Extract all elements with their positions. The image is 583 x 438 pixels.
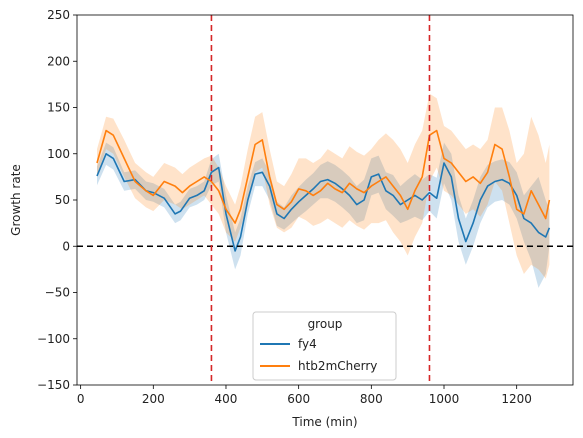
x-axis-label: Time (min) xyxy=(291,415,357,429)
y-tick-label: 200 xyxy=(47,54,70,68)
x-tick-label: 1000 xyxy=(429,392,460,406)
series-line-htb2mcherry xyxy=(96,129,551,224)
x-tick-label: 200 xyxy=(142,392,165,406)
y-axis-ticks: −150 −100 −50 0 50 100 150 200 250 xyxy=(37,8,77,392)
reference-lines xyxy=(77,15,573,385)
series-line-fy4 xyxy=(96,153,551,252)
legend-title: group xyxy=(308,317,343,331)
x-tick-label: 600 xyxy=(287,392,310,406)
x-tick-label: 0 xyxy=(77,392,85,406)
x-tick-label: 400 xyxy=(215,392,238,406)
y-tick-label: 150 xyxy=(47,101,70,115)
y-tick-label: 0 xyxy=(62,239,70,253)
x-axis-ticks: 0 200 400 600 800 1000 1200 xyxy=(77,385,532,406)
y-tick-label: 50 xyxy=(55,193,70,207)
y-tick-label: −100 xyxy=(37,332,70,346)
y-tick-label: 100 xyxy=(47,147,70,161)
legend-label-fy4: fy4 xyxy=(298,337,317,351)
legend-label-htb2mcherry: htb2mCherry xyxy=(298,359,377,373)
band-fy4 xyxy=(97,142,550,288)
y-tick-label: 250 xyxy=(47,8,70,22)
confidence-bands xyxy=(97,93,550,288)
x-tick-label: 1200 xyxy=(501,392,532,406)
x-tick-label: 800 xyxy=(360,392,383,406)
y-tick-label: −50 xyxy=(45,286,70,300)
legend: group fy4 htb2mCherry xyxy=(252,311,397,381)
legend-box xyxy=(252,311,397,381)
y-tick-label: −150 xyxy=(37,378,70,392)
y-axis-label: Growth rate xyxy=(9,164,23,236)
series-lines xyxy=(96,129,551,252)
band-htb2mcherry xyxy=(97,93,550,279)
